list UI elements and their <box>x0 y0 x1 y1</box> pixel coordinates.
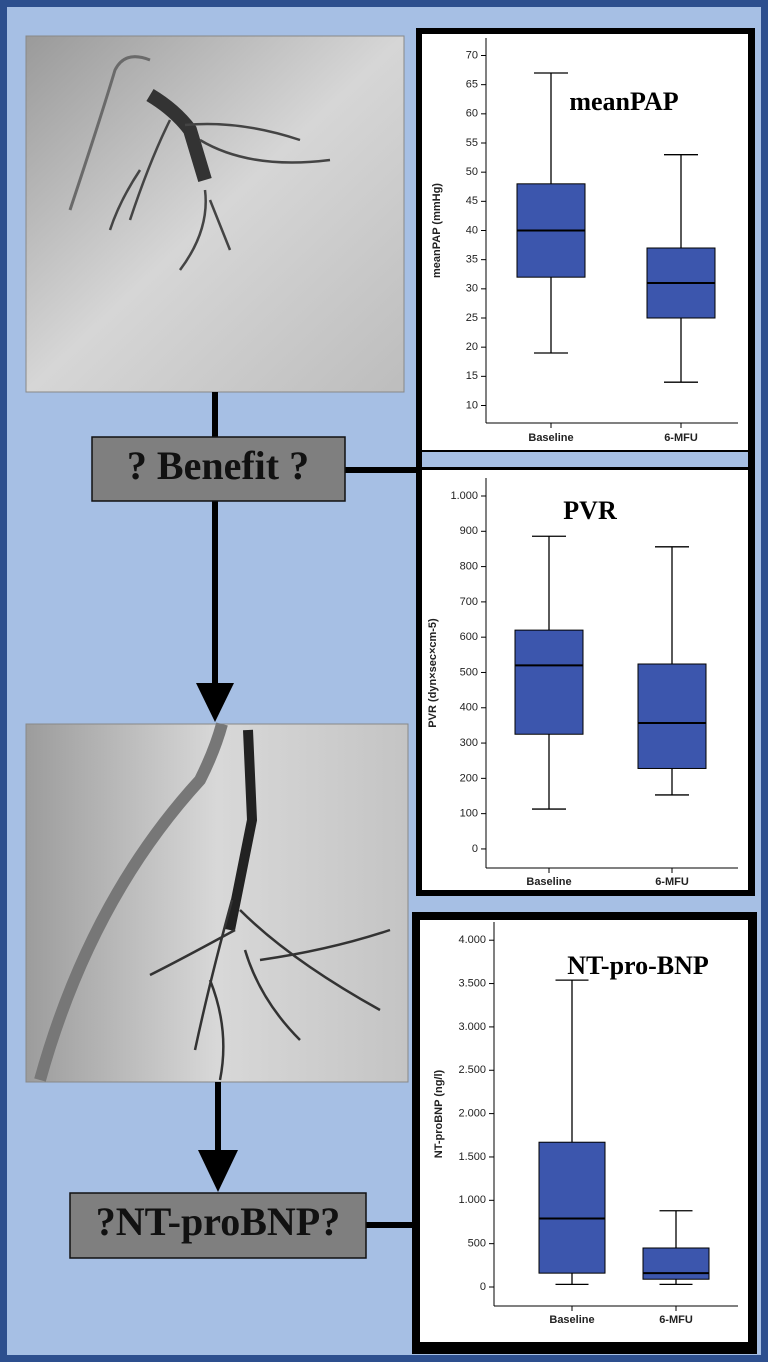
x-tick-label: Baseline <box>549 1314 594 1326</box>
y-tick-label: 40 <box>466 224 478 236</box>
y-tick-label: 50 <box>466 166 478 178</box>
box <box>514 629 584 735</box>
y-tick-label: 1.500 <box>458 1151 486 1163</box>
y-tick-label: 200 <box>460 772 478 784</box>
y-tick-label: 15 <box>466 370 478 382</box>
y-tick-label: 65 <box>466 79 478 91</box>
y-axis-label: meanPAP (mmHg) <box>431 183 443 278</box>
angiogram-after <box>25 722 409 1083</box>
question-box <box>91 436 346 502</box>
x-tick-label: 6-MFU <box>655 876 689 888</box>
y-tick-label: 10 <box>466 399 478 411</box>
chart-title: PVR <box>563 496 617 525</box>
y-tick-label: 70 <box>466 49 478 61</box>
angiogram-before <box>25 35 405 393</box>
y-tick-label: 2.500 <box>458 1064 486 1076</box>
y-tick-label: 3.000 <box>458 1021 486 1033</box>
y-tick-label: 600 <box>460 631 478 643</box>
y-tick-label: 3.500 <box>458 977 486 989</box>
y-tick-label: 55 <box>466 137 478 149</box>
y-tick-label: 500 <box>468 1238 486 1250</box>
box <box>637 663 707 769</box>
x-tick-label: Baseline <box>528 432 573 444</box>
x-tick-label: 6-MFU <box>664 432 698 444</box>
y-tick-label: 20 <box>466 341 478 353</box>
y-axis-label: PVR (dyn×sec×cm-5) <box>427 618 439 728</box>
chart-title: meanPAP <box>569 87 678 116</box>
y-tick-label: 500 <box>460 666 478 678</box>
y-tick-label: 25 <box>466 312 478 324</box>
y-tick-label: 4.000 <box>458 934 486 946</box>
y-tick-label: 0 <box>472 843 478 855</box>
y-tick-label: 0 <box>480 1281 486 1293</box>
separator <box>422 452 748 467</box>
y-tick-label: 2.000 <box>458 1108 486 1120</box>
y-tick-label: 800 <box>460 560 478 572</box>
x-tick-label: Baseline <box>526 876 571 888</box>
y-tick-label: 60 <box>466 108 478 120</box>
y-tick-label: 1.000 <box>450 490 478 502</box>
question-box <box>69 1192 367 1259</box>
y-tick-label: 700 <box>460 596 478 608</box>
y-tick-label: 300 <box>460 737 478 749</box>
y-tick-label: 30 <box>466 283 478 295</box>
y-tick-label: 900 <box>460 525 478 537</box>
y-axis-label: NT-proBNP (ng/l) <box>433 1069 445 1158</box>
question-label: ? Benefit ? <box>127 443 309 488</box>
y-tick-label: 400 <box>460 702 478 714</box>
y-tick-label: 45 <box>466 195 478 207</box>
y-tick-label: 100 <box>460 808 478 820</box>
y-tick-label: 35 <box>466 254 478 266</box>
question-label: ?NT-proBNP? <box>96 1199 341 1244</box>
x-tick-label: 6-MFU <box>659 1314 693 1326</box>
box <box>642 1247 710 1280</box>
connectors <box>196 392 416 1228</box>
box <box>538 1141 606 1274</box>
chart-title: NT-pro-BNP <box>567 951 709 980</box>
y-tick-label: 1.000 <box>458 1194 486 1206</box>
